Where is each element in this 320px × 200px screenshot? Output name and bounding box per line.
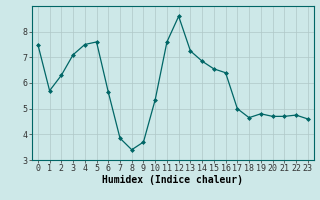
X-axis label: Humidex (Indice chaleur): Humidex (Indice chaleur)	[102, 175, 243, 185]
